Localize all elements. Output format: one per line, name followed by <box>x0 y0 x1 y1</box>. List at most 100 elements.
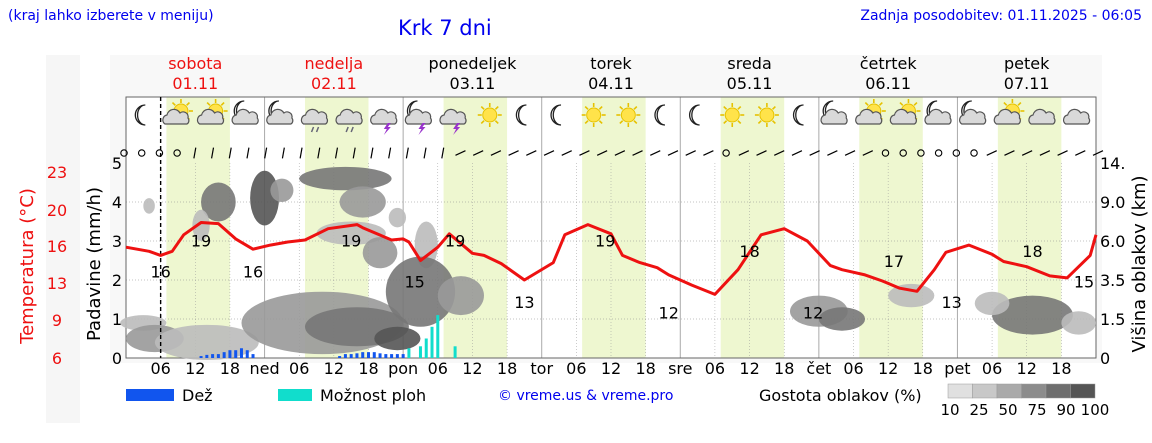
last-updated: Zadnja posodobitev: 01.11.2025 - 06:05 <box>860 8 1142 24</box>
temperature-label: 19 <box>341 232 361 251</box>
hour-tick: 06 <box>566 359 586 378</box>
rain-axis-tick: 0 <box>112 349 122 368</box>
temperature-label: 15 <box>405 273 425 292</box>
wind-barb-icon <box>490 150 502 156</box>
cloud-density-level: 10 <box>940 401 959 419</box>
wind-barb-icon <box>423 147 427 159</box>
wind-barb-icon <box>685 150 696 156</box>
wind-calm-icon <box>173 149 181 157</box>
cloud-blob <box>414 221 438 269</box>
hour-tick: 12 <box>324 359 344 378</box>
wind-barb-icon <box>827 150 838 156</box>
cloud-height-tick: 3.5 <box>1100 271 1125 290</box>
hour-tick: 12 <box>739 359 759 378</box>
daylight-band <box>859 97 923 358</box>
temperature-label: 13 <box>514 293 534 312</box>
moon-icon <box>688 104 700 126</box>
temperature-label: 16 <box>243 262 263 281</box>
cloud-height-axis-label: Višina oblakov (km) <box>1129 175 1150 352</box>
wind-calm-icon <box>155 149 164 157</box>
cloud-height-tick: 14. <box>1100 154 1125 173</box>
wind-barb-icon <box>614 150 626 156</box>
wind-calm-icon <box>881 149 890 157</box>
cloud-density-swatch <box>996 383 1022 399</box>
sun-icon <box>754 103 779 127</box>
sun-icon <box>477 103 502 127</box>
moon-icon <box>654 104 666 126</box>
chart-title: Krk 7 dni <box>398 16 492 40</box>
rain-bar <box>205 354 209 358</box>
cloud-blob <box>339 186 386 218</box>
rain-bar <box>234 350 238 358</box>
plot-frame <box>125 96 1097 359</box>
cloud-density-swatch <box>1021 383 1047 399</box>
moon-lightning-icon <box>404 100 432 135</box>
rain-bar <box>390 354 394 358</box>
temperature-label: 17 <box>884 252 904 271</box>
moon-cloud-icon <box>924 100 952 125</box>
rain-bar <box>239 348 243 358</box>
storm-legend-swatch <box>278 389 312 401</box>
wind-barb-icon <box>334 147 339 159</box>
copyright-link[interactable]: © vreme.us & vreme.pro <box>498 388 674 404</box>
cloud-density-level: 75 <box>1027 401 1046 419</box>
wind-barb-icon <box>543 150 555 156</box>
rain-axis-tick: 2 <box>112 271 122 290</box>
hour-tick: 18 <box>1051 359 1071 378</box>
cloud-blob <box>888 283 935 308</box>
day-short-tick: sre <box>668 359 692 378</box>
hour-tick: 06 <box>843 359 863 378</box>
wind-calm-icon <box>970 149 978 157</box>
wind-barb-icon <box>862 150 874 156</box>
cloud-blob <box>974 291 1010 316</box>
wind-barb-icon <box>756 150 767 156</box>
sun-icon <box>720 103 745 127</box>
cloud-blob <box>437 276 484 316</box>
hour-tick: 12 <box>878 359 898 378</box>
cloud-blob <box>388 207 407 228</box>
cloud-density-swatch <box>947 383 973 399</box>
wind-barb-icon <box>281 147 285 159</box>
cloud-density-level: 50 <box>998 401 1017 419</box>
temperature-label: 13 <box>941 293 961 312</box>
left-panel <box>46 55 80 423</box>
cloud-blob <box>374 326 421 351</box>
wind-barb-icon <box>738 150 750 156</box>
hour-tick: 18 <box>774 359 794 378</box>
rain-legend-swatch <box>126 389 174 401</box>
cloud-blob <box>992 295 1073 335</box>
temp-axis-tick: 13 <box>47 274 67 293</box>
cloud-lightning-icon <box>370 108 398 135</box>
wind-calm-icon <box>899 149 907 157</box>
cloud-blob <box>192 209 210 241</box>
wind-barb-icon <box>441 147 445 159</box>
day-name: torek <box>590 54 632 73</box>
moon-icon <box>134 104 146 126</box>
temperature-label: 18 <box>739 242 759 261</box>
cloud-sun-icon <box>993 99 1025 125</box>
hour-tick: 18 <box>913 359 933 378</box>
wind-barb-icon <box>526 150 537 156</box>
day-name: nedelja <box>305 54 364 73</box>
wind-barb-icon <box>472 150 484 156</box>
rain-bar <box>245 350 249 358</box>
wind-barb-icon <box>405 147 409 159</box>
rain-bar <box>211 354 215 358</box>
cloud-density-level: 25 <box>969 401 988 419</box>
wind-barb-icon <box>773 150 785 156</box>
day-short-tick: tor <box>530 359 553 378</box>
day-short-tick: pon <box>388 359 418 378</box>
moon-cloud-icon <box>820 100 848 125</box>
daylight-band <box>720 97 785 358</box>
hour-tick: 12 <box>185 359 205 378</box>
wind-barb-icon <box>455 150 466 156</box>
wind-barb-icon <box>388 147 392 159</box>
temp-axis-tick: 20 <box>47 201 67 220</box>
cloud-icon <box>1028 108 1056 125</box>
cloud-rain-icon <box>300 108 329 133</box>
storm-bar <box>453 346 457 358</box>
cloud-density-swatch <box>1045 383 1071 399</box>
day-date: 05.11 <box>727 74 773 93</box>
cloud-blob <box>154 324 259 360</box>
wind-barb-icon <box>317 147 321 159</box>
